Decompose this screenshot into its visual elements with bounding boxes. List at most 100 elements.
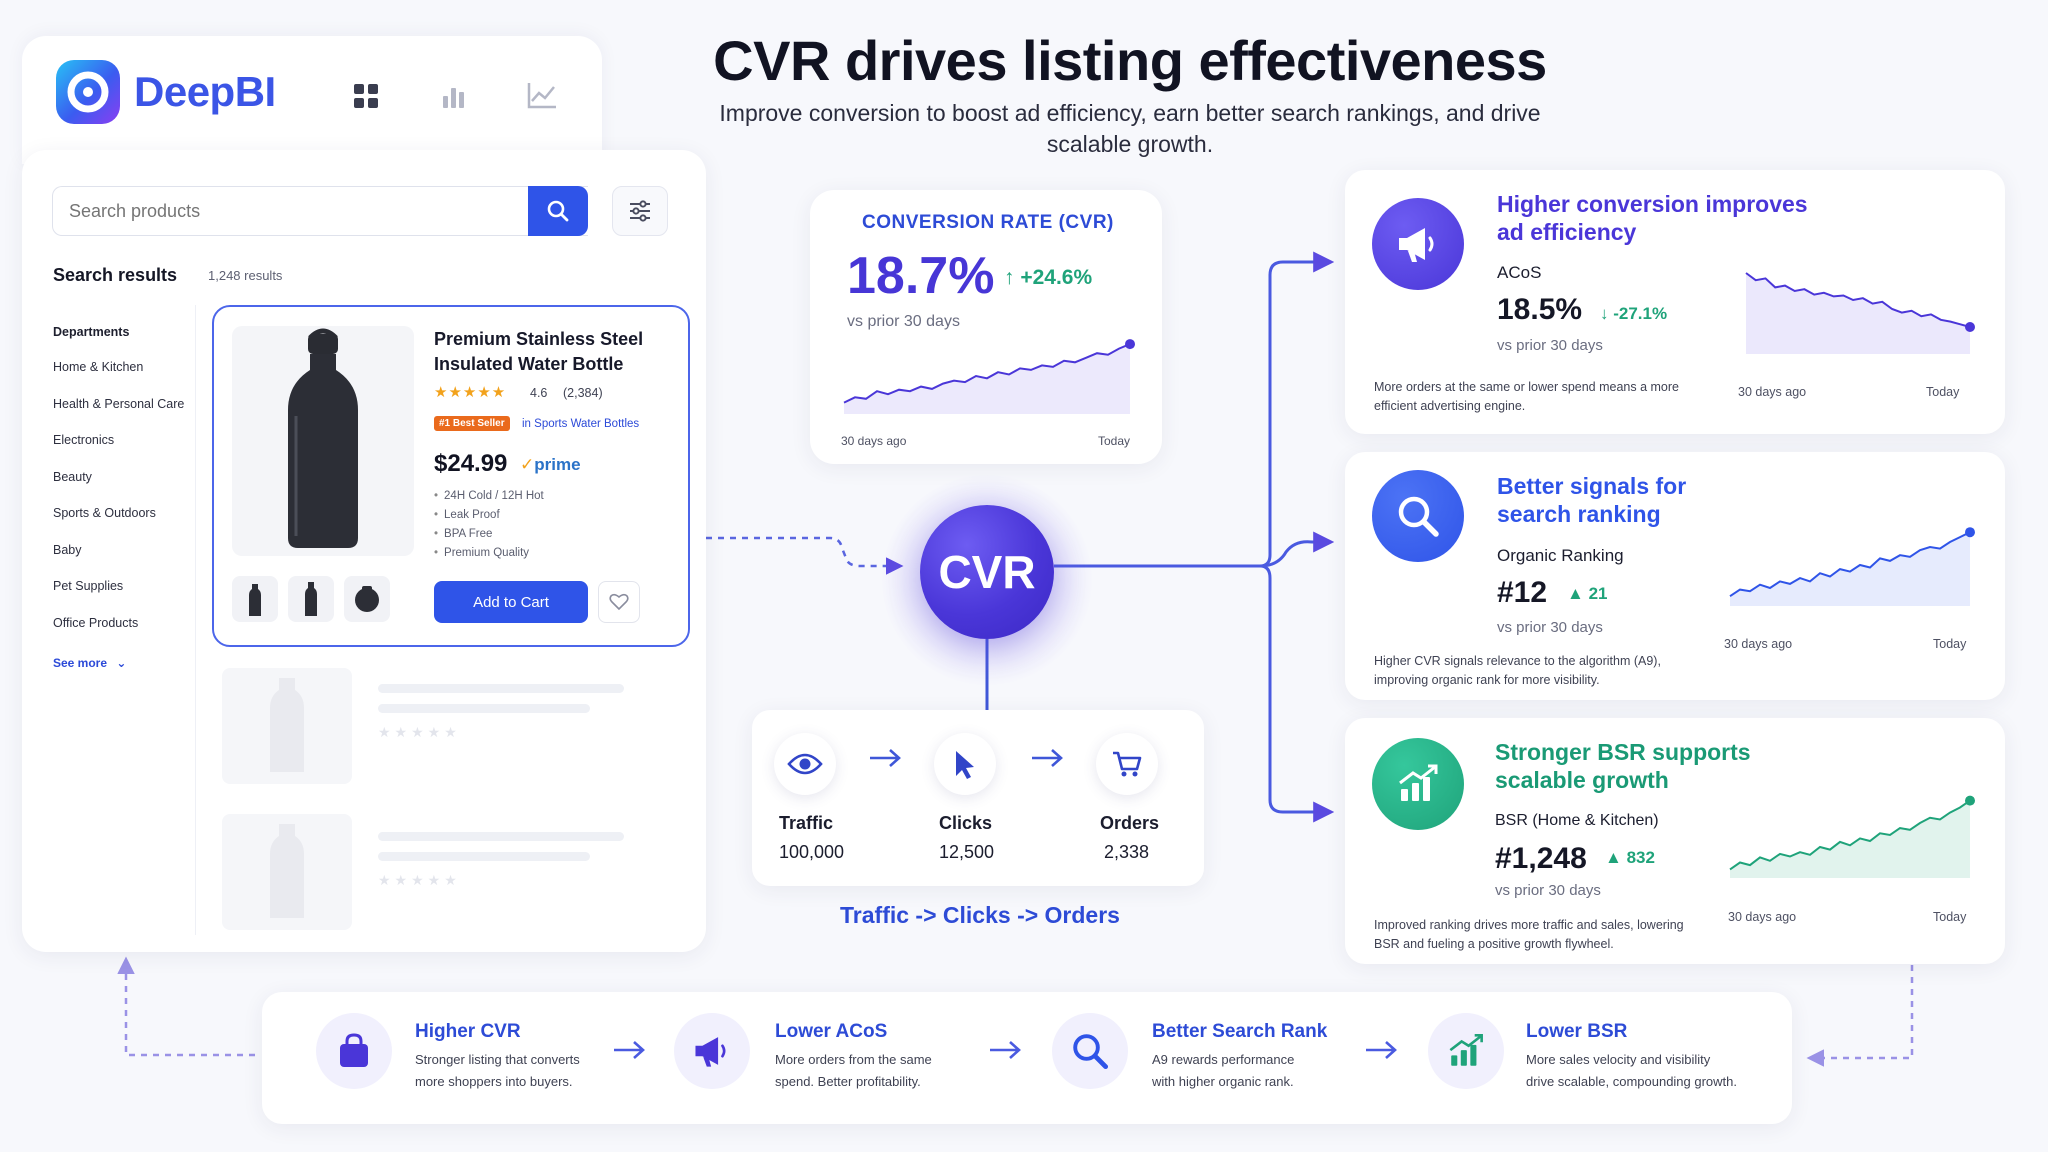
- search-input[interactable]: [52, 186, 588, 236]
- cart-icon: [1096, 733, 1158, 795]
- metric-value: #1,248: [1495, 842, 1587, 875]
- bsr-trend-chart: [1729, 795, 1975, 878]
- review-count[interactable]: (2,384): [563, 386, 603, 400]
- rating-value: 4.6: [530, 386, 548, 400]
- funnel-step-label: Traffic: [779, 813, 834, 833]
- product-thumbnail[interactable]: [344, 576, 390, 622]
- triangle-up-icon: ▲: [1567, 584, 1584, 603]
- product-title[interactable]: Premium Stainless Steel Insulated Water …: [434, 329, 644, 374]
- department-item[interactable]: Pet Supplies: [53, 579, 124, 593]
- metric-delta-value: -27.1%: [1613, 304, 1668, 323]
- arrow-right-icon: [988, 1036, 1024, 1070]
- brand-name: DeepBI: [134, 68, 276, 115]
- funnel-caption: Traffic -> Clicks -> Orders: [840, 902, 1120, 928]
- see-more-label: See more: [53, 656, 108, 670]
- add-to-cart-button[interactable]: Add to Cart: [434, 581, 588, 623]
- placeholder-image: [222, 668, 352, 784]
- funnel-step-label: Clicks: [939, 813, 993, 833]
- arrow-right-icon: [612, 1036, 648, 1070]
- cvr-trend-chart: [843, 339, 1135, 414]
- arrow-down-icon: ↓: [1600, 304, 1609, 323]
- department-item[interactable]: Office Products: [53, 615, 139, 630]
- bottle-silhouette-icon: [270, 678, 304, 772]
- see-more-link[interactable]: See more ⌄: [53, 656, 126, 670]
- card-title-line: search ranking: [1497, 501, 1661, 527]
- description-line: More orders from the same: [775, 1052, 932, 1067]
- search-button[interactable]: [528, 186, 588, 236]
- grid-icon[interactable]: [352, 82, 380, 115]
- axis-end-label: Today: [1926, 385, 1960, 399]
- department-list: Home & Kitchen Health & Personal Care El…: [53, 360, 184, 652]
- description-line: More orders at the same or lower spend m…: [1374, 380, 1679, 394]
- bottle-thumb-icon: [249, 584, 261, 616]
- sliders-icon: [630, 200, 650, 222]
- department-item[interactable]: Health & Personal Care: [53, 396, 185, 411]
- card-description: Improved ranking drives more traffic and…: [1374, 916, 1684, 954]
- cursor-icon: [934, 733, 996, 795]
- shopping-bag-icon: [316, 1013, 392, 1089]
- conversion-rate-card: [810, 190, 1162, 464]
- product-thumbnail[interactable]: [232, 576, 278, 622]
- department-item[interactable]: Sports & Outdoors: [53, 506, 156, 520]
- metric-value: #12: [1497, 576, 1548, 609]
- department-item[interactable]: Beauty: [53, 469, 92, 484]
- metric-delta-value: 832: [1626, 848, 1655, 867]
- category-link[interactable]: in Sports Water Bottles: [522, 418, 640, 430]
- card-title-line: scalable growth: [1495, 767, 1669, 793]
- sidebar-divider: [195, 305, 196, 935]
- funnel-step-value: 2,338: [1104, 842, 1150, 862]
- description-line: with higher organic rank.: [1152, 1074, 1294, 1089]
- metric-delta: ▲ 21: [1567, 584, 1607, 604]
- description-line: drive scalable, compounding growth.: [1526, 1074, 1738, 1089]
- bar-chart-icon[interactable]: [440, 80, 470, 115]
- card-title-line: Higher conversion improves: [1497, 191, 1808, 217]
- flywheel-title: Lower BSR: [1526, 1021, 1628, 1042]
- trend-endpoint: [1965, 322, 1975, 332]
- arrow-right-icon: [1030, 746, 1066, 775]
- description-line: Improved ranking drives more traffic and…: [1374, 918, 1684, 932]
- card-title: Stronger BSR supports scalable growth: [1495, 738, 1751, 794]
- metric-label: Organic Ranking: [1497, 546, 1624, 565]
- wishlist-button[interactable]: [598, 581, 640, 623]
- trend-endpoint: [1125, 339, 1135, 350]
- department-item[interactable]: Electronics: [53, 433, 115, 447]
- department-item[interactable]: Home & Kitchen: [53, 360, 144, 374]
- axis-end-label: Today: [1098, 434, 1131, 448]
- feature-item: Leak Proof: [434, 509, 544, 528]
- feature-item: 24H Cold / 12H Hot: [434, 490, 544, 509]
- metric-compare: vs prior 30 days: [1497, 337, 1603, 354]
- metric-value: 18.5%: [1497, 293, 1583, 326]
- flywheel-bar: [262, 992, 1792, 1124]
- arrow-up-icon: ↑: [1004, 266, 1015, 289]
- product-thumbnail[interactable]: [288, 576, 334, 622]
- department-item[interactable]: Baby: [53, 542, 82, 557]
- trend-area: [1730, 800, 1970, 878]
- cvr-label: CONVERSION RATE (CVR): [862, 212, 1114, 233]
- metric-compare: vs prior 30 days: [1495, 882, 1601, 899]
- flywheel-title: Lower ACoS: [775, 1021, 888, 1042]
- growth-chart-icon: [1428, 1013, 1504, 1089]
- filter-button[interactable]: [612, 186, 668, 236]
- description-line: spend. Better profitability.: [775, 1074, 921, 1089]
- trend-line: [1729, 799, 1971, 871]
- description-line: Stronger listing that converts: [415, 1052, 580, 1067]
- trend-line: [1745, 272, 1971, 328]
- line-chart-icon[interactable]: [526, 80, 558, 115]
- description-line: efficient advertising engine.: [1374, 399, 1526, 413]
- product-price: $24.99: [434, 450, 508, 477]
- cvr-delta-value: +24.6%: [1020, 266, 1093, 289]
- axis-start-label: 30 days ago: [841, 434, 907, 448]
- trend-line: [1729, 531, 1971, 598]
- axis-end-label: Today: [1933, 910, 1967, 924]
- flywheel-description: A9 rewards performance with higher organi…: [1152, 1049, 1294, 1093]
- feature-item: Premium Quality: [434, 547, 544, 566]
- description-line: Higher CVR signals relevance to the algo…: [1374, 654, 1661, 668]
- organic-rank-trend-chart: [1729, 527, 1975, 606]
- placeholder-line: [378, 684, 624, 693]
- trend-area: [1730, 532, 1970, 606]
- cvr-delta: ↑ +24.6%: [1004, 266, 1092, 290]
- arrow-right-icon: [1364, 1036, 1400, 1070]
- card-title: Higher conversion improves ad efficiency: [1497, 190, 1808, 246]
- departments-heading: Departments: [53, 325, 130, 339]
- check-icon: ✓: [520, 455, 535, 474]
